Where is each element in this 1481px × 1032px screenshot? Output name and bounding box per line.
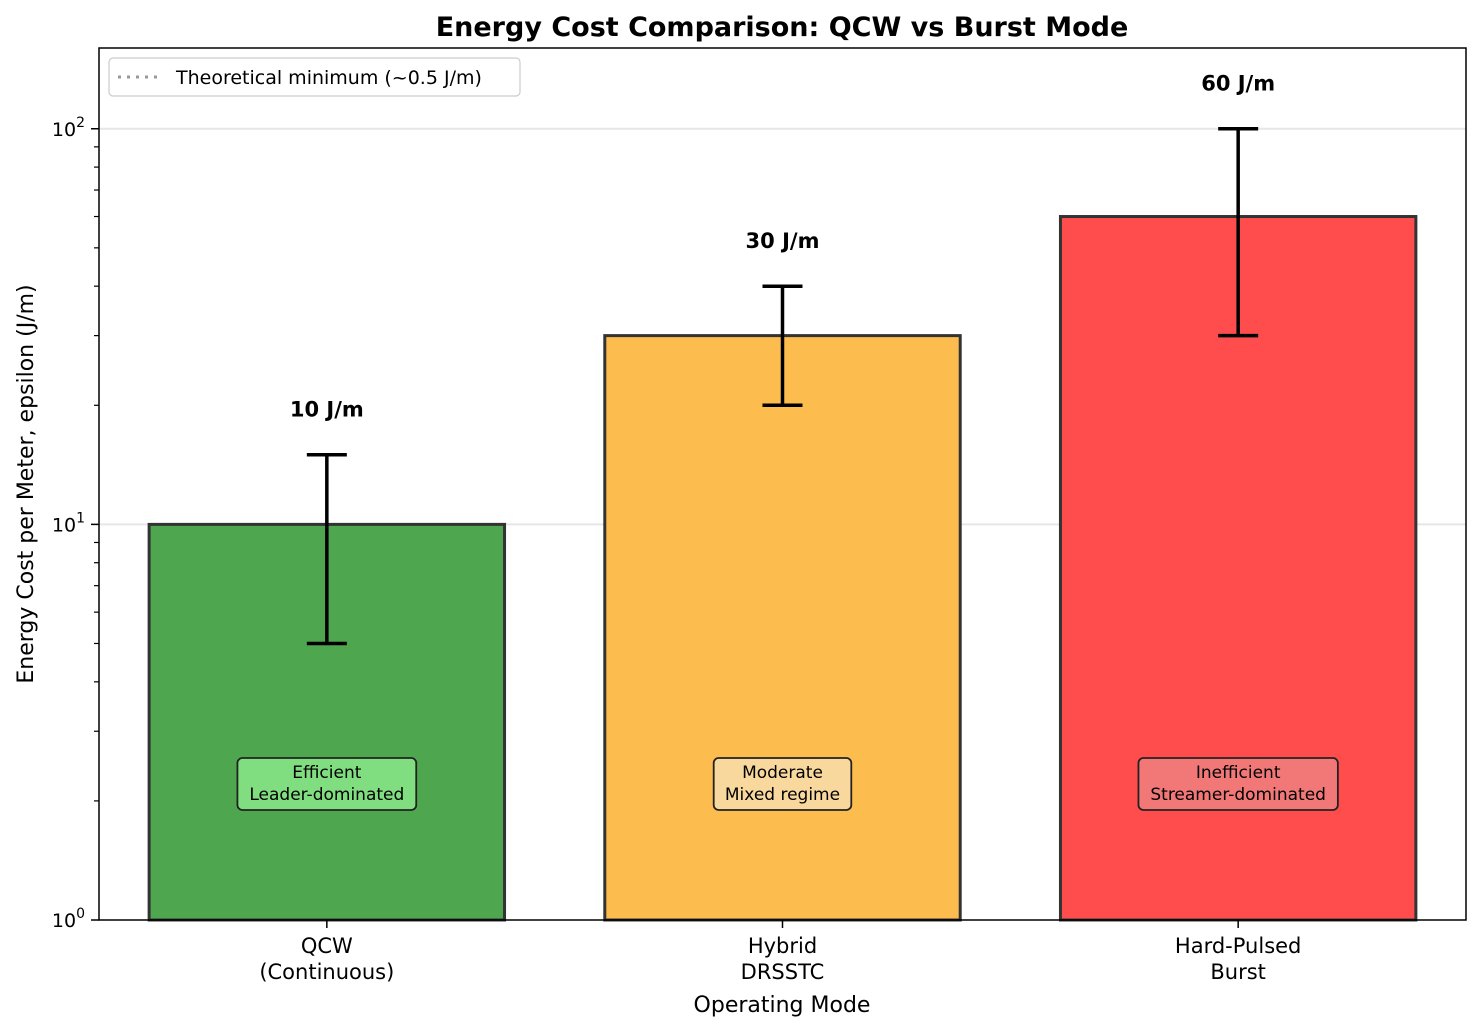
annotation-box-1 — [712, 757, 853, 811]
y-tick-exponent: 2 — [76, 115, 85, 131]
y-tick-label-2: 102 — [52, 115, 85, 141]
y-axis-label: Energy Cost per Meter, epsilon (J/m) — [14, 284, 39, 683]
legend-box — [108, 57, 521, 97]
bar-1 — [603, 334, 962, 922]
y-tick-base: 10 — [52, 910, 76, 932]
annotation-line1-1: Moderate — [742, 763, 823, 783]
annotation-line1-0: Efficient — [292, 763, 361, 783]
legend: Theoretical minimum (~0.5 J/m) — [108, 57, 521, 97]
annotation-line2-0: Leader-dominated — [249, 785, 404, 805]
legend-label: Theoretical minimum (~0.5 J/m) — [175, 67, 482, 89]
y-tick-base: 10 — [52, 514, 76, 536]
annotation-box-2 — [1137, 757, 1339, 811]
value-labels: 10 J/m 30 J/m 60 J/m — [290, 72, 1275, 422]
x-tick-label-line2-1: DRSSTC — [741, 960, 825, 984]
value-label-2: 60 J/m — [1201, 72, 1275, 96]
annotation-box-0 — [236, 757, 418, 811]
annotation-line2-2: Streamer-dominated — [1150, 785, 1326, 805]
value-label-0: 10 J/m — [290, 398, 364, 422]
y-tick-base: 10 — [52, 119, 76, 141]
error-bars — [306, 127, 1259, 646]
x-tick-label-line1-1: Hybrid — [748, 934, 817, 958]
plot-area: 10 J/m 30 J/m 60 J/m EfficientLeader-domin… — [98, 47, 1467, 922]
y-tick-exponent: 0 — [76, 906, 85, 922]
y-tick-exponent: 1 — [76, 510, 85, 526]
chart-title: Energy Cost Comparison: QCW vs Burst Mod… — [436, 12, 1129, 43]
x-tick-label-line2-0: (Continuous) — [259, 960, 394, 984]
x-tick-label-line1-2: Hard-Pulsed — [1175, 934, 1301, 958]
x-tick-label-line2-2: Burst — [1210, 960, 1266, 984]
value-label-1: 30 J/m — [746, 229, 820, 253]
x-tick-label-line1-0: QCW — [301, 934, 353, 958]
annotation-line1-2: Inefficient — [1196, 763, 1281, 783]
y-tick-label-1: 101 — [52, 510, 85, 536]
annotation-line2-1: Mixed regime — [725, 785, 840, 805]
y-tick-label-0: 100 — [52, 906, 85, 932]
x-axis-label: Operating Mode — [694, 993, 871, 1018]
